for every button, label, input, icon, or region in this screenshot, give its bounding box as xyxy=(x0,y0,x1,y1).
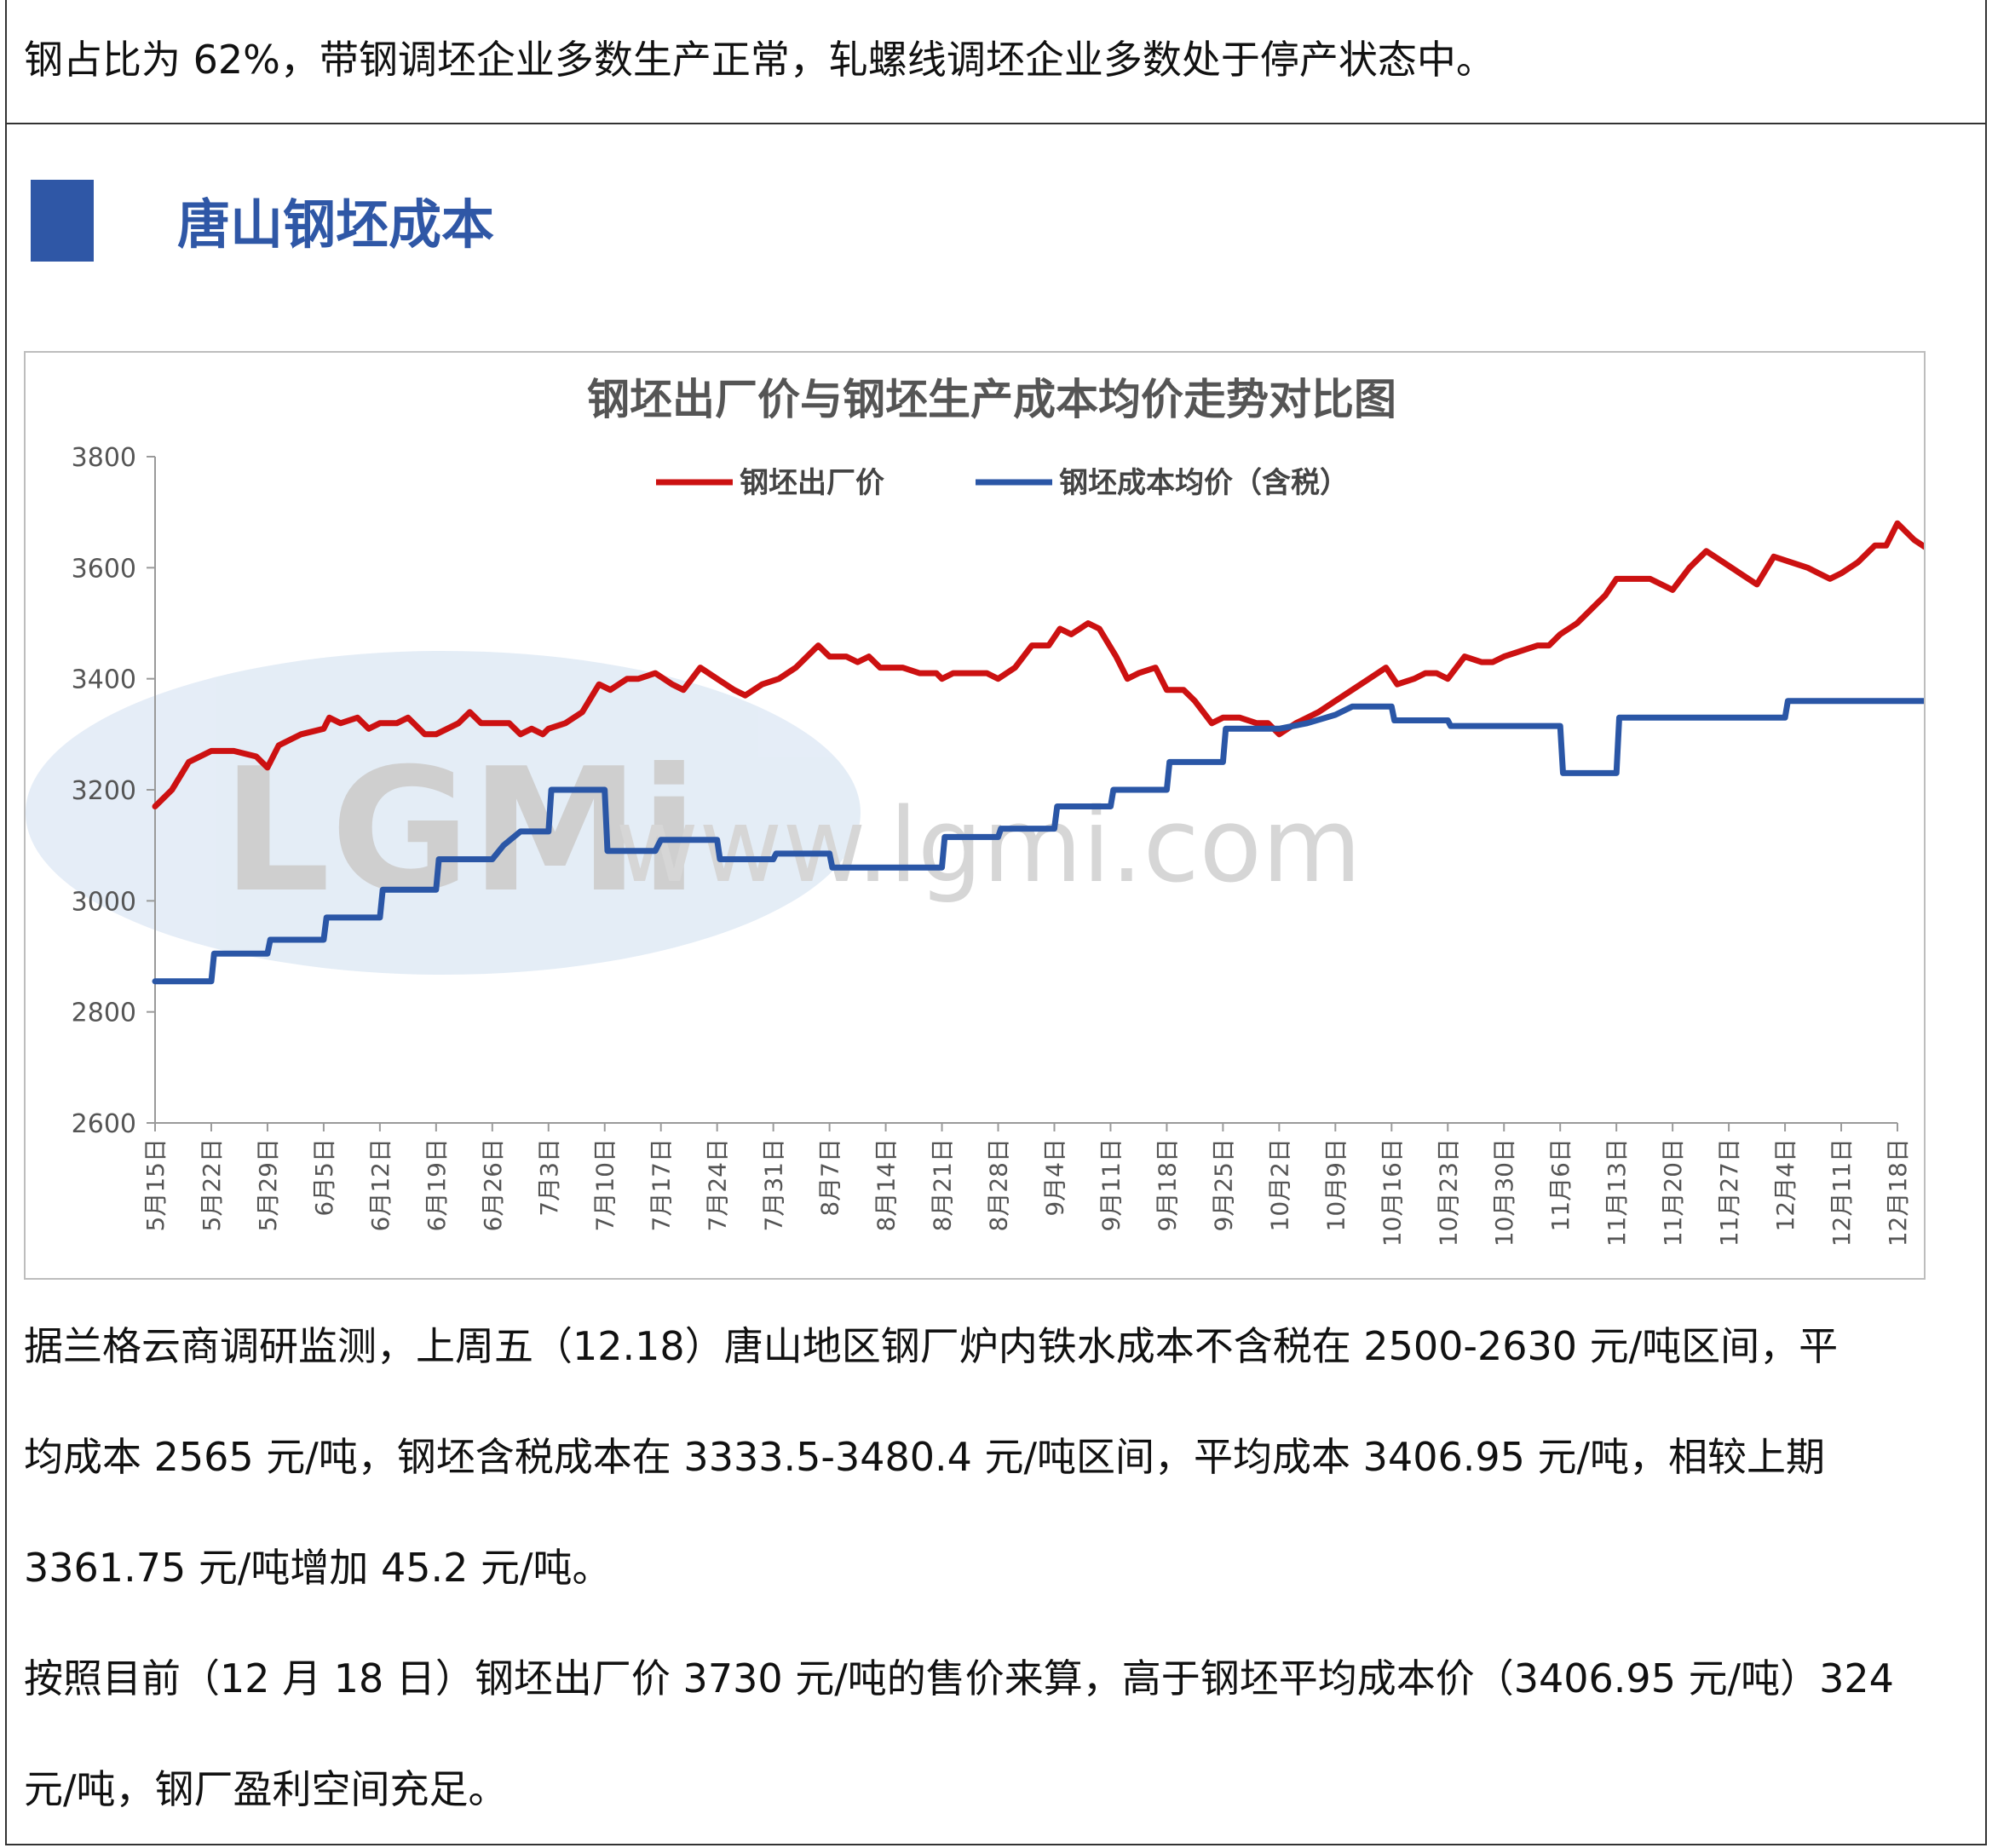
watermark-logo-text: LGMi xyxy=(222,732,698,930)
x-tick-label: 6月5日 xyxy=(310,1138,338,1217)
legend-label-price: 钢坯出厂价 xyxy=(740,466,884,500)
chart-container: LGMi www.lgmi.com 钢坯出厂价与钢坯生产成本均价走势对比图 钢坯… xyxy=(24,351,1985,1280)
y-tick-label: 3200 xyxy=(72,776,136,806)
watermark: LGMi www.lgmi.com xyxy=(26,651,1362,975)
paragraph-line-1: 据兰格云商调研监测，上周五（12.18）唐山地区钢厂炉内铁水成本不含税在 250… xyxy=(24,1323,1839,1369)
x-tick-label: 5月22日 xyxy=(198,1138,226,1231)
chart-title: 钢坯出厂价与钢坯生产成本均价走势对比图 xyxy=(587,375,1396,424)
x-tick-label: 7月10日 xyxy=(591,1138,619,1231)
price-cost-chart: LGMi www.lgmi.com 钢坯出厂价与钢坯生产成本均价走势对比图 钢坯… xyxy=(26,375,1985,1246)
x-tick-label: 9月18日 xyxy=(1153,1138,1181,1231)
series-line-price xyxy=(152,492,1985,809)
y-tick-label: 3600 xyxy=(72,554,136,584)
x-tick-label: 10月30日 xyxy=(1490,1138,1518,1246)
legend: 钢坯出厂价 钢坯成本均价（含税） xyxy=(656,466,1349,500)
x-tick-label: 12月18日 xyxy=(1884,1138,1912,1246)
x-tick-label: 9月11日 xyxy=(1097,1138,1125,1231)
legend-label-cost: 钢坯成本均价（含税） xyxy=(1059,466,1349,500)
x-tick-label: 8月14日 xyxy=(872,1138,901,1231)
x-tick-label: 7月3日 xyxy=(535,1138,563,1217)
x-tick-label: 7月24日 xyxy=(704,1138,732,1231)
x-tick-label: 8月7日 xyxy=(816,1138,844,1217)
watermark-url-text: www.lgmi.com xyxy=(615,787,1362,906)
x-tick-label: 10月9日 xyxy=(1321,1138,1350,1231)
x-tick-label: 11月20日 xyxy=(1659,1138,1687,1246)
series-line-cost xyxy=(152,670,1985,985)
x-tick-label: 11月13日 xyxy=(1603,1138,1631,1246)
x-tick-label: 10月2日 xyxy=(1265,1138,1293,1231)
axes: 2600 2800 3000 3200 3400 3600 3800 5月15日 5月22日 5月… xyxy=(72,443,1912,1246)
x-tick-label: 5月29日 xyxy=(254,1138,282,1231)
x-tick-label: 7月17日 xyxy=(648,1138,676,1231)
x-tick-label: 10月16日 xyxy=(1378,1138,1406,1246)
x-tick-label: 8月28日 xyxy=(985,1138,1013,1231)
y-tick-label: 2800 xyxy=(72,999,136,1028)
paragraph-line-2: 均成本 2565 元/吨，钢坯含税成本在 3333.5-3480.4 元/吨区间… xyxy=(24,1434,1826,1480)
x-tick-label: 5月15日 xyxy=(141,1138,170,1231)
x-tick-label: 11月27日 xyxy=(1715,1138,1743,1246)
y-tick-label: 3800 xyxy=(72,443,136,473)
x-tick-label: 9月4日 xyxy=(1040,1138,1068,1217)
x-tick-label: 6月19日 xyxy=(423,1138,451,1231)
section-title: 唐山钢坯成本 xyxy=(177,193,495,256)
x-tick-label: 7月31日 xyxy=(760,1138,788,1231)
x-tick-label: 8月21日 xyxy=(929,1138,957,1231)
x-tick-label: 10月23日 xyxy=(1434,1138,1462,1246)
top-paragraph: 钢占比为 62%，带钢调坯企业多数生产正常，轧螺线调坯企业多数处于停产状态中。 xyxy=(24,37,1495,83)
paragraph-line-4: 按照目前（12 月 18 日）钢坯出厂价 3730 元/吨的售价来算，高于钢坯平… xyxy=(24,1655,1894,1701)
x-tick-label: 11月6日 xyxy=(1546,1138,1575,1231)
series-lines xyxy=(152,492,1985,985)
main-frame xyxy=(5,124,1987,1845)
y-tick-label: 3400 xyxy=(72,665,136,695)
section-marker xyxy=(31,180,94,262)
paragraph-line-5: 元/吨，钢厂盈利空间充足。 xyxy=(24,1766,508,1812)
paragraph-line-3: 3361.75 元/吨增加 45.2 元/吨。 xyxy=(24,1545,612,1591)
y-tick-label: 2600 xyxy=(72,1109,136,1139)
x-tick-label: 6月12日 xyxy=(366,1138,394,1231)
watermark-ellipse xyxy=(26,651,861,975)
top-frame xyxy=(5,0,1987,124)
x-tick-label: 6月26日 xyxy=(479,1138,507,1231)
y-tick-label: 3000 xyxy=(72,887,136,917)
x-tick-label: 9月25日 xyxy=(1209,1138,1237,1231)
x-tick-label: 12月4日 xyxy=(1771,1138,1799,1231)
x-tick-label: 12月11日 xyxy=(1828,1138,1856,1246)
